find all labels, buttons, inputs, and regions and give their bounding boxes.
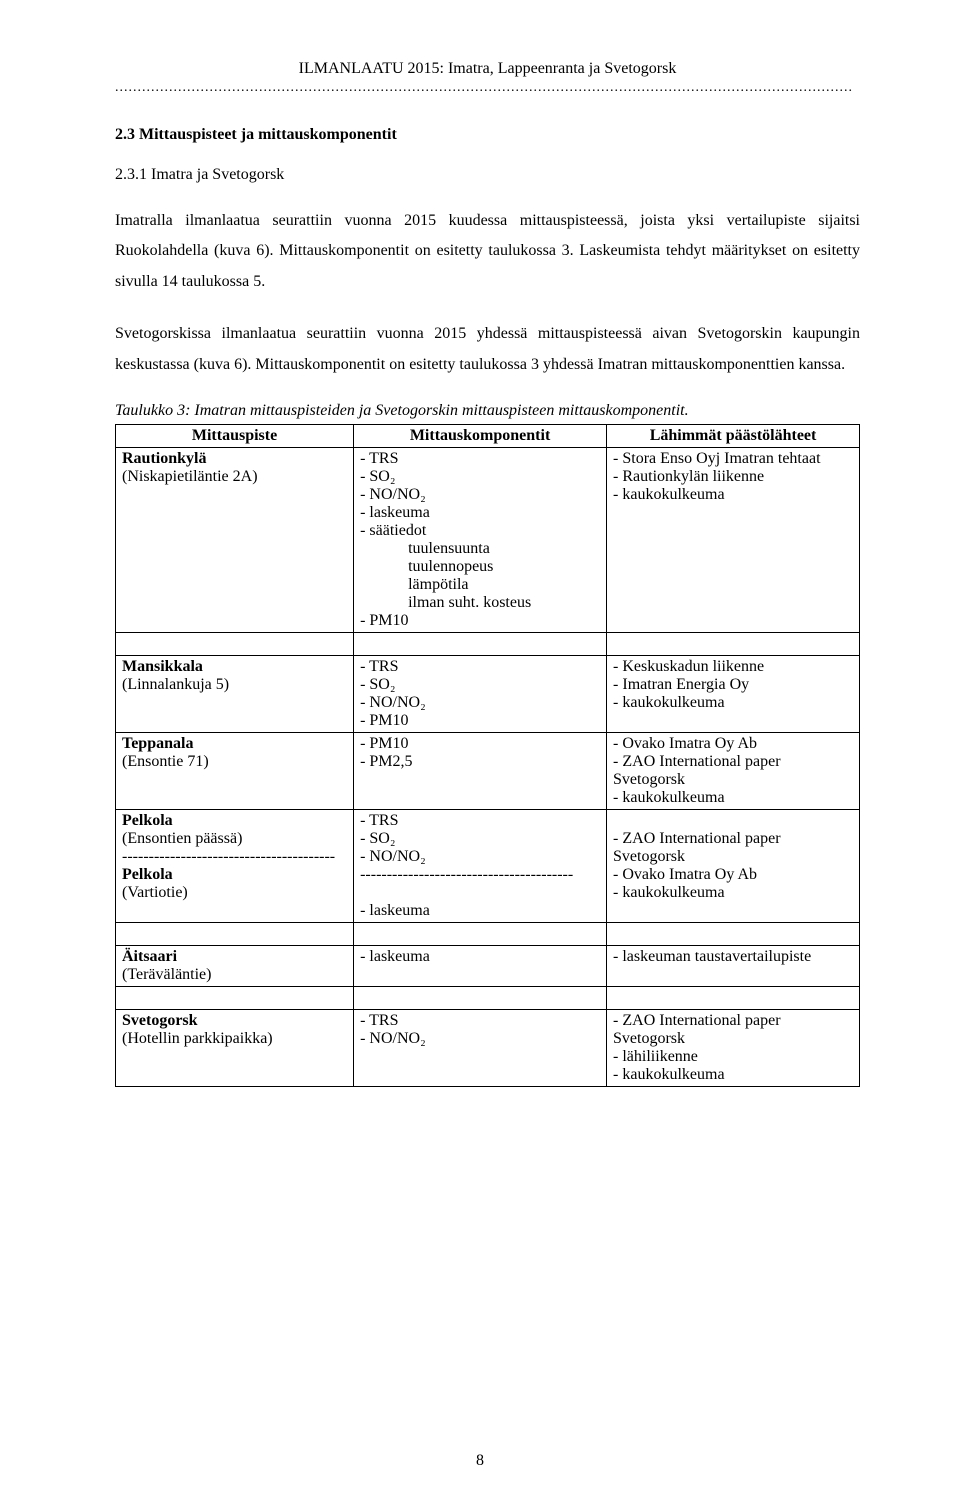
table-cell <box>116 632 354 655</box>
table-cell: - PM10 - PM2,5 <box>354 732 607 809</box>
measurement-table: Mittauspiste Mittauskomponentit Lähimmät… <box>115 424 860 1087</box>
table-row: Svetogorsk (Hotellin parkkipaikka) - TRS… <box>116 1009 860 1086</box>
table-cell: - Stora Enso Oyj Imatran tehtaat - Rauti… <box>607 447 860 632</box>
table-header-cell: Mittauspiste <box>116 424 354 447</box>
table-cell: - TRS - SO₂ - NO/NO₂ -------------------… <box>354 809 607 922</box>
table-row: Rautionkylä (Niskapietiläntie 2A) - TRS … <box>116 447 860 632</box>
page-number: 8 <box>0 1452 960 1470</box>
table-cell <box>607 922 860 945</box>
table-cell: - ZAO International paper Svetogorsk - O… <box>607 809 860 922</box>
header-divider: ........................................… <box>115 80 860 96</box>
table-caption: Taulukko 3: Imatran mittauspisteiden ja … <box>115 402 860 420</box>
table-row: Äitsaari (Teräväläntie) - laskeuma - las… <box>116 945 860 986</box>
section-heading: 2.3 Mittauspisteet ja mittauskomponentit <box>115 126 860 144</box>
table-cell: - laskeuman taustavertailupiste <box>607 945 860 986</box>
paragraph: Imatralla ilmanlaatua seurattiin vuonna … <box>115 206 860 297</box>
table-cell: Teppanala (Ensontie 71) <box>116 732 354 809</box>
table-cell: - TRS - NO/NO₂ <box>354 1009 607 1086</box>
table-cell: - Keskuskadun liikenne - Imatran Energia… <box>607 655 860 732</box>
table-row: Pelkola (Ensontien päässä) -------------… <box>116 809 860 922</box>
table-cell: - ZAO International paper Svetogorsk - l… <box>607 1009 860 1086</box>
table-cell <box>354 922 607 945</box>
table-cell <box>116 986 354 1009</box>
table-cell <box>116 922 354 945</box>
table-cell: Rautionkylä (Niskapietiläntie 2A) <box>116 447 354 632</box>
table-row <box>116 632 860 655</box>
page-header: ILMANLAATU 2015: Imatra, Lappeenranta ja… <box>115 60 860 78</box>
table-cell <box>607 986 860 1009</box>
paragraph: Svetogorskissa ilmanlaatua seurattiin vu… <box>115 319 860 380</box>
table-header-cell: Mittauskomponentit <box>354 424 607 447</box>
table-row <box>116 986 860 1009</box>
table-cell: - laskeuma <box>354 945 607 986</box>
table-cell: - TRS - SO₂ - NO/NO₂ - laskeuma - säätie… <box>354 447 607 632</box>
table-cell: Äitsaari (Teräväläntie) <box>116 945 354 986</box>
subsection-heading: 2.3.1 Imatra ja Svetogorsk <box>115 166 860 184</box>
table-cell: Pelkola (Ensontien päässä) -------------… <box>116 809 354 922</box>
table-header-row: Mittauspiste Mittauskomponentit Lähimmät… <box>116 424 860 447</box>
table-cell <box>354 986 607 1009</box>
table-cell: - TRS - SO₂ - NO/NO₂ - PM10 <box>354 655 607 732</box>
table-row: Mansikkala (Linnalankuja 5) - TRS - SO₂ … <box>116 655 860 732</box>
table-cell: Mansikkala (Linnalankuja 5) <box>116 655 354 732</box>
table-cell <box>607 632 860 655</box>
table-row <box>116 922 860 945</box>
table-cell: - Ovako Imatra Oy Ab - ZAO International… <box>607 732 860 809</box>
table-row: Teppanala (Ensontie 71) - PM10 - PM2,5 -… <box>116 732 860 809</box>
table-cell <box>354 632 607 655</box>
document-page: ILMANLAATU 2015: Imatra, Lappeenranta ja… <box>0 0 960 1500</box>
table-header-cell: Lähimmät päästölähteet <box>607 424 860 447</box>
table-cell: Svetogorsk (Hotellin parkkipaikka) <box>116 1009 354 1086</box>
